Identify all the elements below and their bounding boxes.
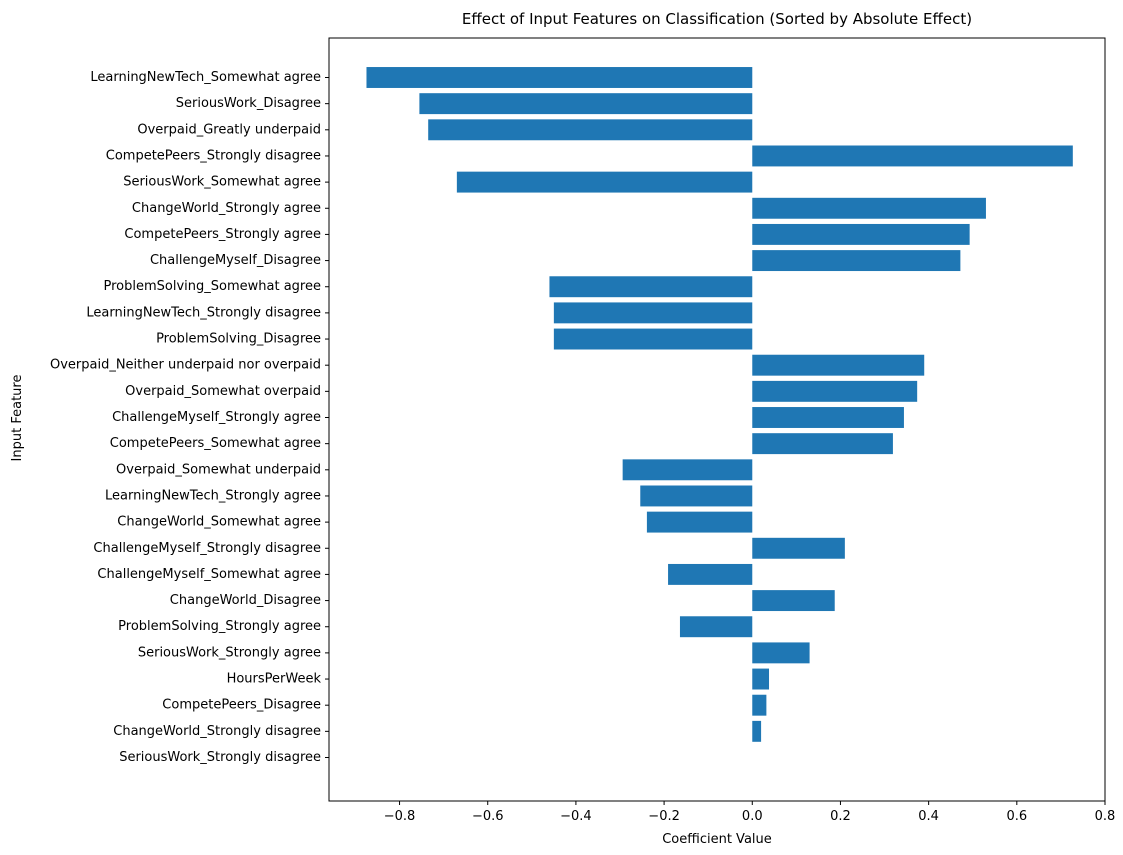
bar (752, 197, 986, 219)
x-tick-label: 0.8 (1095, 809, 1116, 824)
y-tick-label: ProblemSolving_Disagree (156, 332, 321, 347)
bar (553, 302, 753, 324)
bar (752, 433, 893, 455)
y-tick-label: Overpaid_Somewhat overpaid (125, 384, 321, 399)
x-axis-ticks: −0.8 −0.6 −0.4 −0.2 0.0 0.2 0.4 0.6 0.8 (384, 801, 1116, 824)
y-tick-label: SeriousWork_Somewhat agree (123, 175, 321, 190)
bar (752, 407, 904, 428)
y-tick-label: CompetePeers_Strongly disagree (106, 148, 321, 163)
bar (428, 119, 753, 141)
x-tick-label: −0.6 (472, 809, 504, 824)
y-tick-label: ProblemSolving_Strongly agree (118, 619, 321, 634)
bar (752, 537, 845, 559)
bar (553, 328, 753, 350)
y-tick-label: CompetePeers_Strongly agree (124, 227, 321, 242)
y-tick-label: SeriousWork_Disagree (176, 96, 321, 111)
bar (752, 694, 767, 716)
x-axis-label: Coefficient Value (662, 832, 772, 847)
bar (622, 459, 753, 481)
y-tick-label: SeriousWork_Strongly disagree (119, 750, 321, 765)
x-tick-label: 0.2 (830, 809, 851, 824)
y-tick-label: LearningNewTech_Somewhat agree (90, 70, 321, 85)
y-tick-label: ChallengeMyself_Disagree (150, 253, 321, 268)
x-tick-label: 0.0 (742, 809, 763, 824)
bar (752, 590, 835, 612)
bar (679, 616, 753, 638)
y-tick-label: Overpaid_Somewhat underpaid (116, 462, 321, 477)
y-tick-label: SeriousWork_Strongly agree (138, 645, 321, 660)
bar (752, 354, 925, 376)
y-axis-ticks: LearningNewTech_Somewhat agree SeriousWor… (50, 70, 329, 765)
plot-frame (328, 37, 1106, 802)
bar (752, 145, 1073, 167)
x-tick-label: 0.6 (1006, 809, 1027, 824)
y-tick-label: CompetePeers_Disagree (162, 698, 321, 713)
y-tick-label: ChallengeMyself_Strongly agree (112, 410, 321, 425)
y-tick-label: HoursPerWeek (227, 672, 322, 687)
x-tick-label: −0.2 (648, 809, 680, 824)
x-tick-label: −0.8 (384, 809, 416, 824)
y-tick-label: ProblemSolving_Somewhat agree (104, 279, 321, 294)
y-tick-label: LearningNewTech_Strongly disagree (86, 305, 321, 320)
x-tick-label: 0.4 (918, 809, 939, 824)
y-tick-label: CompetePeers_Somewhat agree (110, 436, 321, 451)
bar (549, 276, 753, 298)
y-tick-label: Overpaid_Greatly underpaid (137, 122, 321, 137)
bar (752, 223, 970, 245)
bar (752, 380, 918, 402)
bar (456, 171, 753, 193)
bars-group (366, 67, 1073, 742)
y-tick-label: LearningNewTech_Strongly agree (105, 488, 321, 503)
bar (366, 67, 753, 88)
y-tick-label: ChallengeMyself_Strongly disagree (93, 541, 321, 556)
y-tick-label: ChangeWorld_Somewhat agree (117, 515, 321, 530)
y-axis-label: Input Feature (10, 375, 25, 462)
y-tick-label: ChangeWorld_Strongly agree (132, 201, 321, 216)
bar (752, 250, 961, 272)
y-tick-label: ChangeWorld_Disagree (170, 593, 321, 608)
bar (752, 720, 762, 742)
bar (640, 485, 753, 507)
bar (419, 93, 753, 115)
bar (668, 563, 753, 585)
y-tick-label: ChallengeMyself_Somewhat agree (97, 567, 321, 582)
chart-title: Effect of Input Features on Classificati… (462, 10, 972, 28)
x-tick-label: −0.4 (560, 809, 592, 824)
bar (752, 668, 770, 690)
y-tick-label: ChangeWorld_Strongly disagree (113, 724, 321, 739)
bar (752, 642, 810, 664)
bar (646, 511, 753, 533)
y-tick-label: Overpaid_Neither underpaid nor overpaid (50, 358, 321, 373)
